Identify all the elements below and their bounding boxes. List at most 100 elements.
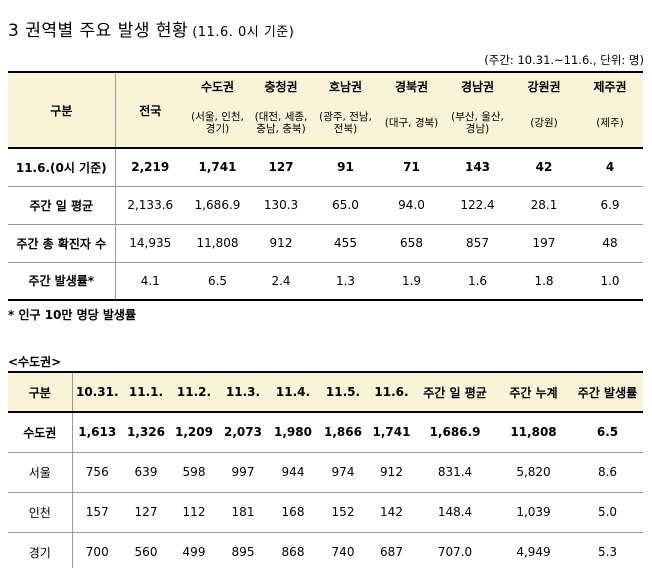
- table-cell: 142: [368, 491, 415, 532]
- table-cell: 2.4: [250, 261, 312, 300]
- table-cell: 5.3: [572, 531, 643, 568]
- table-row: 주간 총 확진자 수 14,935 11,808 912 455 658 857…: [8, 223, 643, 262]
- table-cell: 143: [444, 147, 511, 186]
- table1-corner: 구분: [8, 72, 116, 148]
- table1-header-cell: 전국: [115, 72, 185, 148]
- table2-header-cell: 주간 누계: [495, 372, 572, 412]
- table-cell: 5.0: [572, 491, 643, 532]
- table-cell: 687: [368, 531, 415, 568]
- table-cell: 1.8: [511, 261, 577, 300]
- table-cell: 157: [72, 491, 122, 532]
- footnote: * 인구 10만 명당 발생률: [8, 308, 137, 322]
- page-title: 3 권역별 주요 발생 현황 (11.6. 0시 기준): [8, 16, 294, 41]
- table-cell: 2,133.6: [115, 185, 185, 224]
- table-cell: 94.0: [379, 185, 444, 224]
- table-cell: 148.4: [415, 491, 495, 532]
- row-label: 인천: [8, 491, 73, 532]
- regional-summary-table: 구분 전국 수도권 충청권 호남권 경북권 경남권 강원권 제주권 (서울, 인…: [8, 71, 643, 301]
- table1-subheader-cell: (강원): [511, 99, 577, 148]
- table2-header-cell: 11.3.: [218, 372, 268, 412]
- table2-header-row: 구분 10.31. 11.1. 11.2. 11.3. 11.4. 11.5. …: [8, 372, 643, 412]
- table2-header-cell: 구분: [8, 372, 73, 412]
- table-cell: 28.1: [511, 185, 577, 224]
- table-cell: 127: [122, 491, 170, 532]
- table-cell: 560: [122, 531, 170, 568]
- table-cell: 5,820: [495, 451, 572, 492]
- table-cell: 2,073: [218, 411, 268, 452]
- table-cell: 499: [170, 531, 218, 568]
- table-cell: 997: [218, 451, 268, 492]
- row-label: 주간 총 확진자 수: [8, 223, 116, 262]
- table-cell: 112: [170, 491, 218, 532]
- table1-header-cell: 경북권: [379, 72, 444, 99]
- table1-header-cell: 충청권: [250, 72, 312, 99]
- table-cell: 11,808: [185, 223, 250, 262]
- table-cell: 700: [72, 531, 122, 568]
- table2-header-cell: 11.1.: [122, 372, 170, 412]
- table-cell: 42: [511, 147, 577, 186]
- table-cell: 2,219: [115, 147, 185, 186]
- table-row: 경기 700 560 499 895 868 740 687 707.0 4,9…: [8, 531, 643, 568]
- table-cell: 65.0: [312, 185, 379, 224]
- table-row: 수도권 1,613 1,326 1,209 2,073 1,980 1,866 …: [8, 411, 643, 452]
- table1-header-cell: 제주권: [577, 72, 643, 99]
- table-cell: 1,613: [72, 411, 122, 452]
- table-cell: 4.1: [115, 261, 185, 300]
- table-cell: 974: [318, 451, 368, 492]
- table-cell: 91: [312, 147, 379, 186]
- table1-subheader-cell: (광주, 전남, 전북): [312, 99, 379, 148]
- table1-header-cell: 강원권: [511, 72, 577, 99]
- table2-header-cell: 10.31.: [72, 372, 122, 412]
- table-cell: 4: [577, 147, 643, 186]
- row-label: 주간 일 평균: [8, 185, 116, 224]
- table-cell: 944: [268, 451, 318, 492]
- table1-header-cell: 호남권: [312, 72, 379, 99]
- table1-subheader-cell: (서울, 인천, 경기): [185, 99, 250, 148]
- table-cell: 6.9: [577, 185, 643, 224]
- table1-subheader-cell: (대전, 세종, 충남, 충북): [250, 99, 312, 148]
- row-label: 서울: [8, 451, 73, 492]
- table-row: 11.6.(0시 기준) 2,219 1,741 127 91 71 143 4…: [8, 147, 643, 186]
- table-cell: 740: [318, 531, 368, 568]
- table-cell: 1,980: [268, 411, 318, 452]
- table-cell: 1,686.9: [185, 185, 250, 224]
- table-cell: 912: [368, 451, 415, 492]
- table-cell: 1,866: [318, 411, 368, 452]
- row-label: 11.6.(0시 기준): [8, 147, 116, 186]
- table2-header-cell: 11.2.: [170, 372, 218, 412]
- table-cell: 127: [250, 147, 312, 186]
- table1-subheader-row: (서울, 인천, 경기) (대전, 세종, 충남, 충북) (광주, 전남, 전…: [8, 99, 643, 148]
- table-cell: 1,209: [170, 411, 218, 452]
- row-label: 주간 발생률*: [8, 261, 116, 300]
- table-cell: 895: [218, 531, 268, 568]
- table-cell: 11,808: [495, 411, 572, 452]
- table-row: 서울 756 639 598 997 944 974 912 831.4 5,8…: [8, 451, 643, 492]
- table2-header-cell: 11.4.: [268, 372, 318, 412]
- table-cell: 71: [379, 147, 444, 186]
- table-cell: 912: [250, 223, 312, 262]
- table-cell: 639: [122, 451, 170, 492]
- table-cell: 831.4: [415, 451, 495, 492]
- table-row: 주간 발생률* 4.1 6.5 2.4 1.3 1.9 1.6 1.8 1.0: [8, 261, 643, 300]
- table-cell: 857: [444, 223, 511, 262]
- table-cell: 6.5: [572, 411, 643, 452]
- row-label: 경기: [8, 531, 73, 568]
- table-cell: 197: [511, 223, 577, 262]
- table1-header-row: 구분 전국 수도권 충청권 호남권 경북권 경남권 강원권 제주권: [8, 72, 643, 148]
- table1-subheader-cell: (부산, 울산, 경남): [444, 99, 511, 148]
- table-cell: 1,741: [185, 147, 250, 186]
- table-cell: 1.6: [444, 261, 511, 300]
- capital-area-table: 구분 10.31. 11.1. 11.2. 11.3. 11.4. 11.5. …: [8, 371, 643, 568]
- table-cell: 1.9: [379, 261, 444, 300]
- table1-header-cell: 수도권: [185, 72, 250, 99]
- table2-header-cell: 11.5.: [318, 372, 368, 412]
- table-cell: 868: [268, 531, 318, 568]
- table-cell: 14,935: [115, 223, 185, 262]
- table-row: 인천 157 127 112 181 168 152 142 148.4 1,0…: [8, 491, 643, 532]
- table-cell: 130.3: [250, 185, 312, 224]
- table-cell: 181: [218, 491, 268, 532]
- table2-header-cell: 11.6.: [368, 372, 415, 412]
- table-cell: 455: [312, 223, 379, 262]
- table-cell: 1.0: [577, 261, 643, 300]
- table2-header-cell: 주간 일 평균: [415, 372, 495, 412]
